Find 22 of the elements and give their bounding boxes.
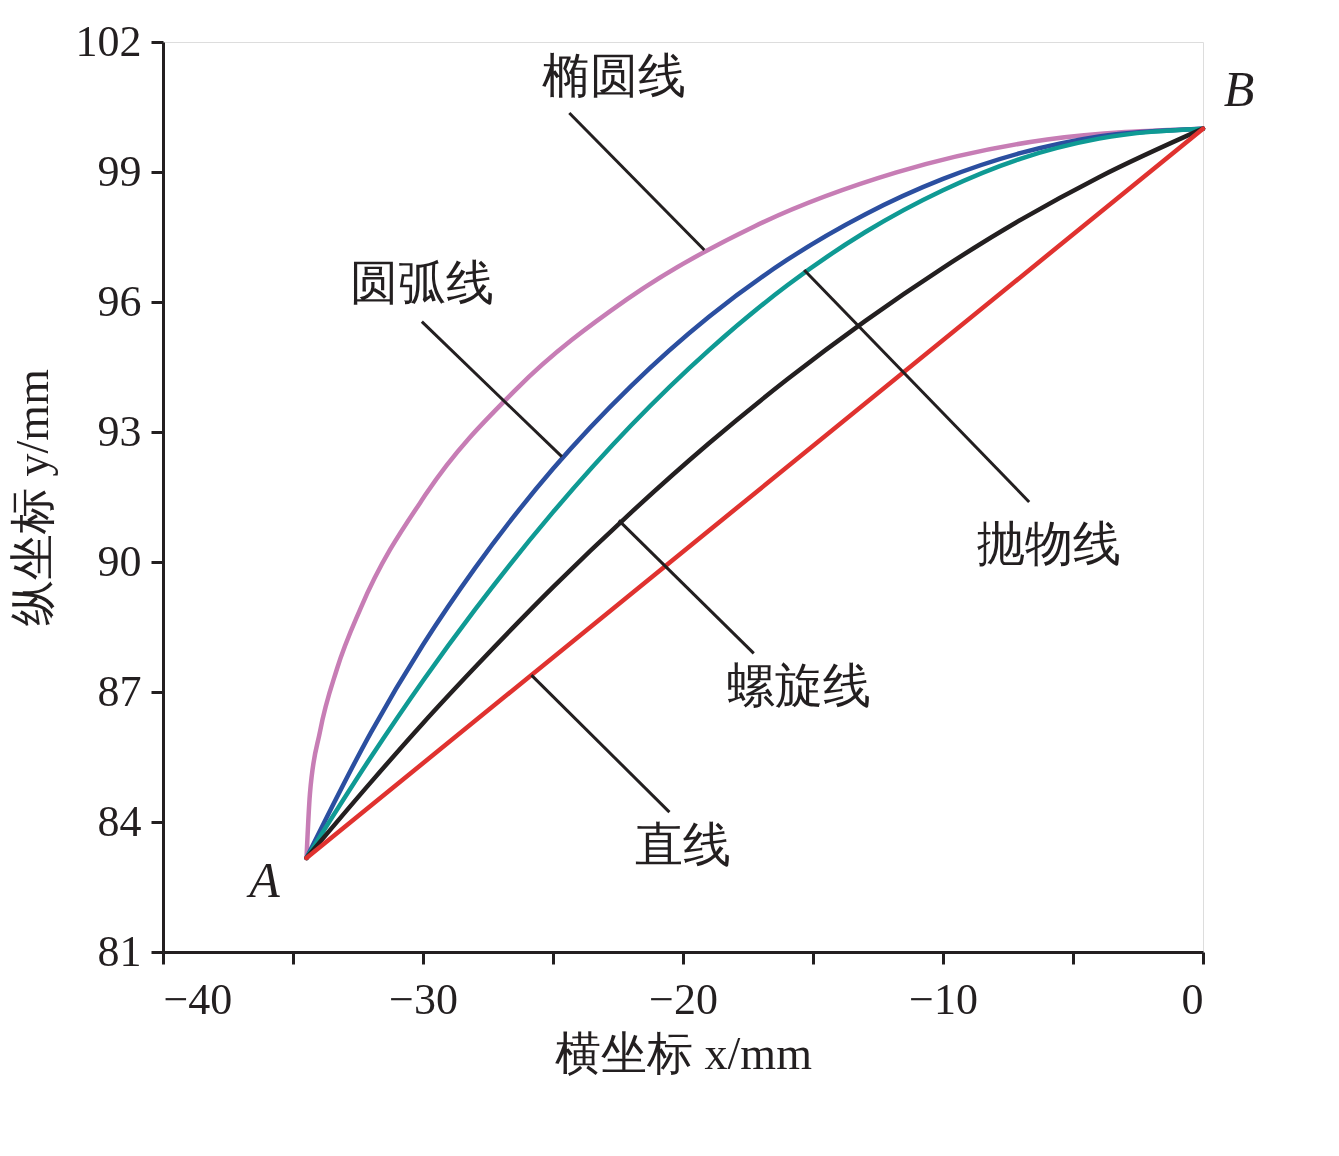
x-tick-label: −40 <box>163 974 233 1024</box>
y-tick-label: 99 <box>97 146 142 196</box>
x-axis-title: 横坐标 x/mm <box>555 1027 813 1079</box>
annotation: 直线 <box>635 818 732 872</box>
x-tick-label: 0 <box>1181 974 1204 1024</box>
y-tick-label: 81 <box>97 926 142 976</box>
annotation: 抛物线 <box>977 516 1122 570</box>
annotation: A <box>246 851 281 908</box>
x-tick-label: −20 <box>649 974 718 1024</box>
y-tick-label: 87 <box>97 666 142 716</box>
y-tick-label: 96 <box>97 276 142 326</box>
x-tick-label: −10 <box>909 974 978 1024</box>
annotation: B <box>1223 60 1255 117</box>
y-tick-label: 90 <box>97 536 142 586</box>
y-axis-title: 纵坐标 y/mm <box>6 368 58 626</box>
y-tick-label: 102 <box>75 16 142 66</box>
x-tick-label: −30 <box>389 974 458 1024</box>
annotation: 螺旋线 <box>726 659 871 713</box>
annotation: 椭圆线 <box>542 49 687 102</box>
annotation: 圆弧线 <box>349 255 494 309</box>
y-tick-label: 93 <box>97 406 142 456</box>
y-tick-label: 84 <box>97 796 142 846</box>
